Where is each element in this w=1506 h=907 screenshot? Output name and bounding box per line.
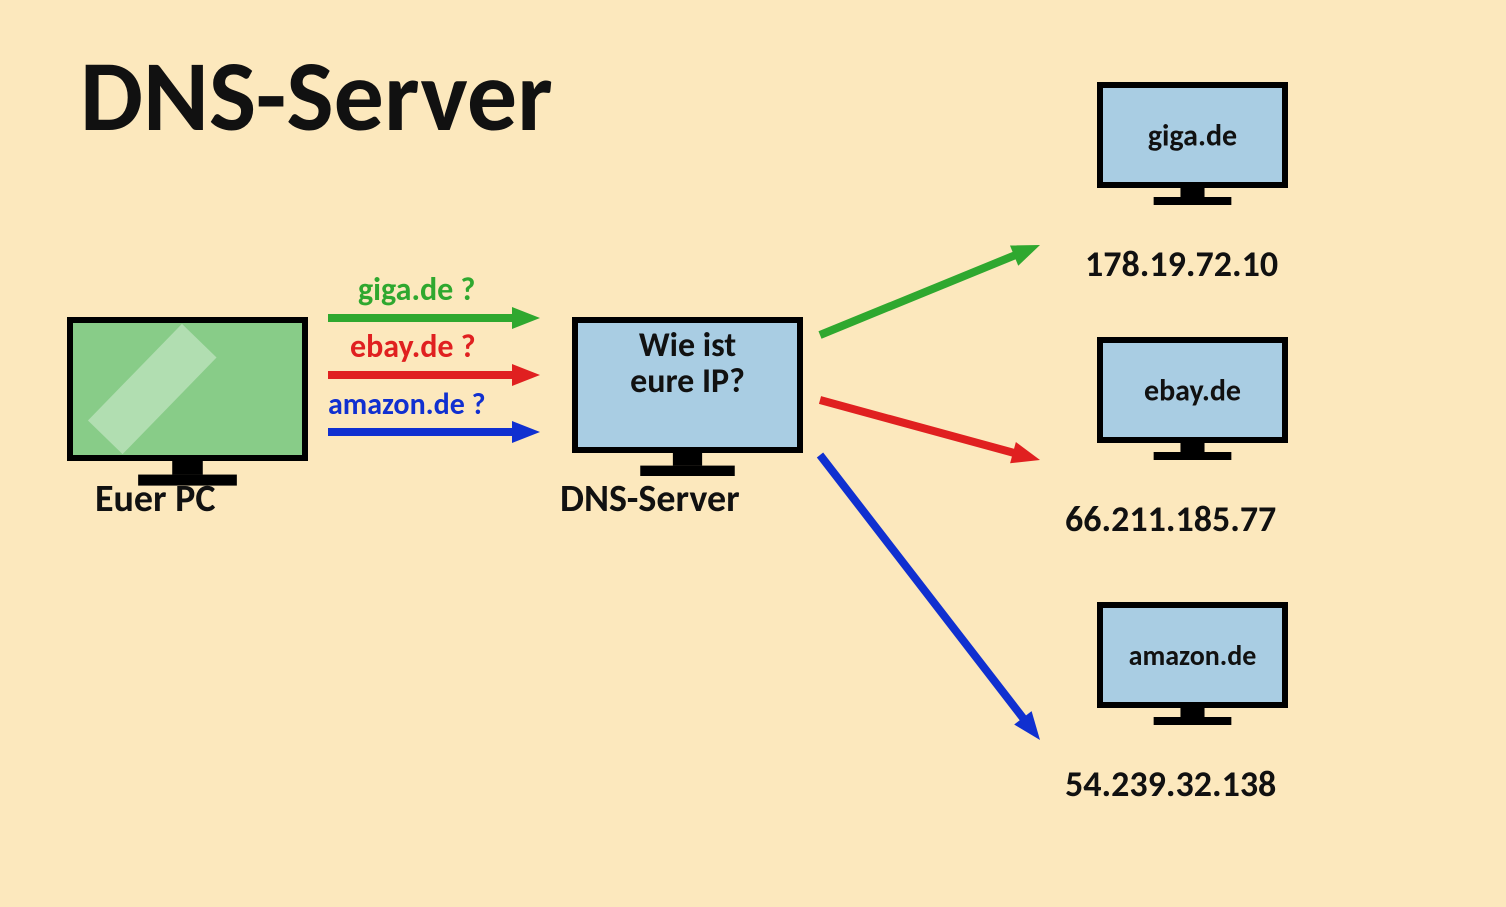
- monitor-icon: giga.de: [1100, 85, 1285, 205]
- query-label-giga: giga.de ?: [358, 270, 475, 309]
- dns-server-screen-text: Wie ist eure IP?: [575, 328, 800, 399]
- arrow-icon: [820, 245, 1040, 335]
- target-domain-label: ebay.de: [1144, 373, 1241, 410]
- target-ip-giga: 178.19.72.10: [1085, 242, 1278, 286]
- diagram-canvas: giga.de ebay.de amazon.de: [0, 0, 1506, 907]
- target-ip-ebay: 66.211.185.77: [1065, 497, 1276, 541]
- target-domain-label: giga.de: [1148, 118, 1237, 155]
- arrow-icon: [820, 455, 1040, 740]
- arrow-icon: [328, 421, 540, 443]
- monitor-icon: [70, 320, 305, 486]
- monitor-icon: ebay.de: [1100, 340, 1285, 460]
- query-label-ebay: ebay.de ?: [350, 327, 476, 366]
- target-domain-label: amazon.de: [1129, 638, 1257, 673]
- dns-server-label: DNS-Server: [560, 476, 740, 522]
- dns-text-line2: eure IP?: [630, 361, 745, 402]
- monitor-icon: amazon.de: [1100, 605, 1285, 725]
- target-ip-amazon: 54.239.32.138: [1065, 762, 1276, 806]
- arrow-icon: [328, 307, 540, 329]
- query-label-amazon: amazon.de ?: [328, 386, 486, 423]
- arrow-icon: [328, 364, 540, 386]
- arrow-icon: [820, 400, 1040, 463]
- pc-label: Euer PC: [95, 476, 216, 522]
